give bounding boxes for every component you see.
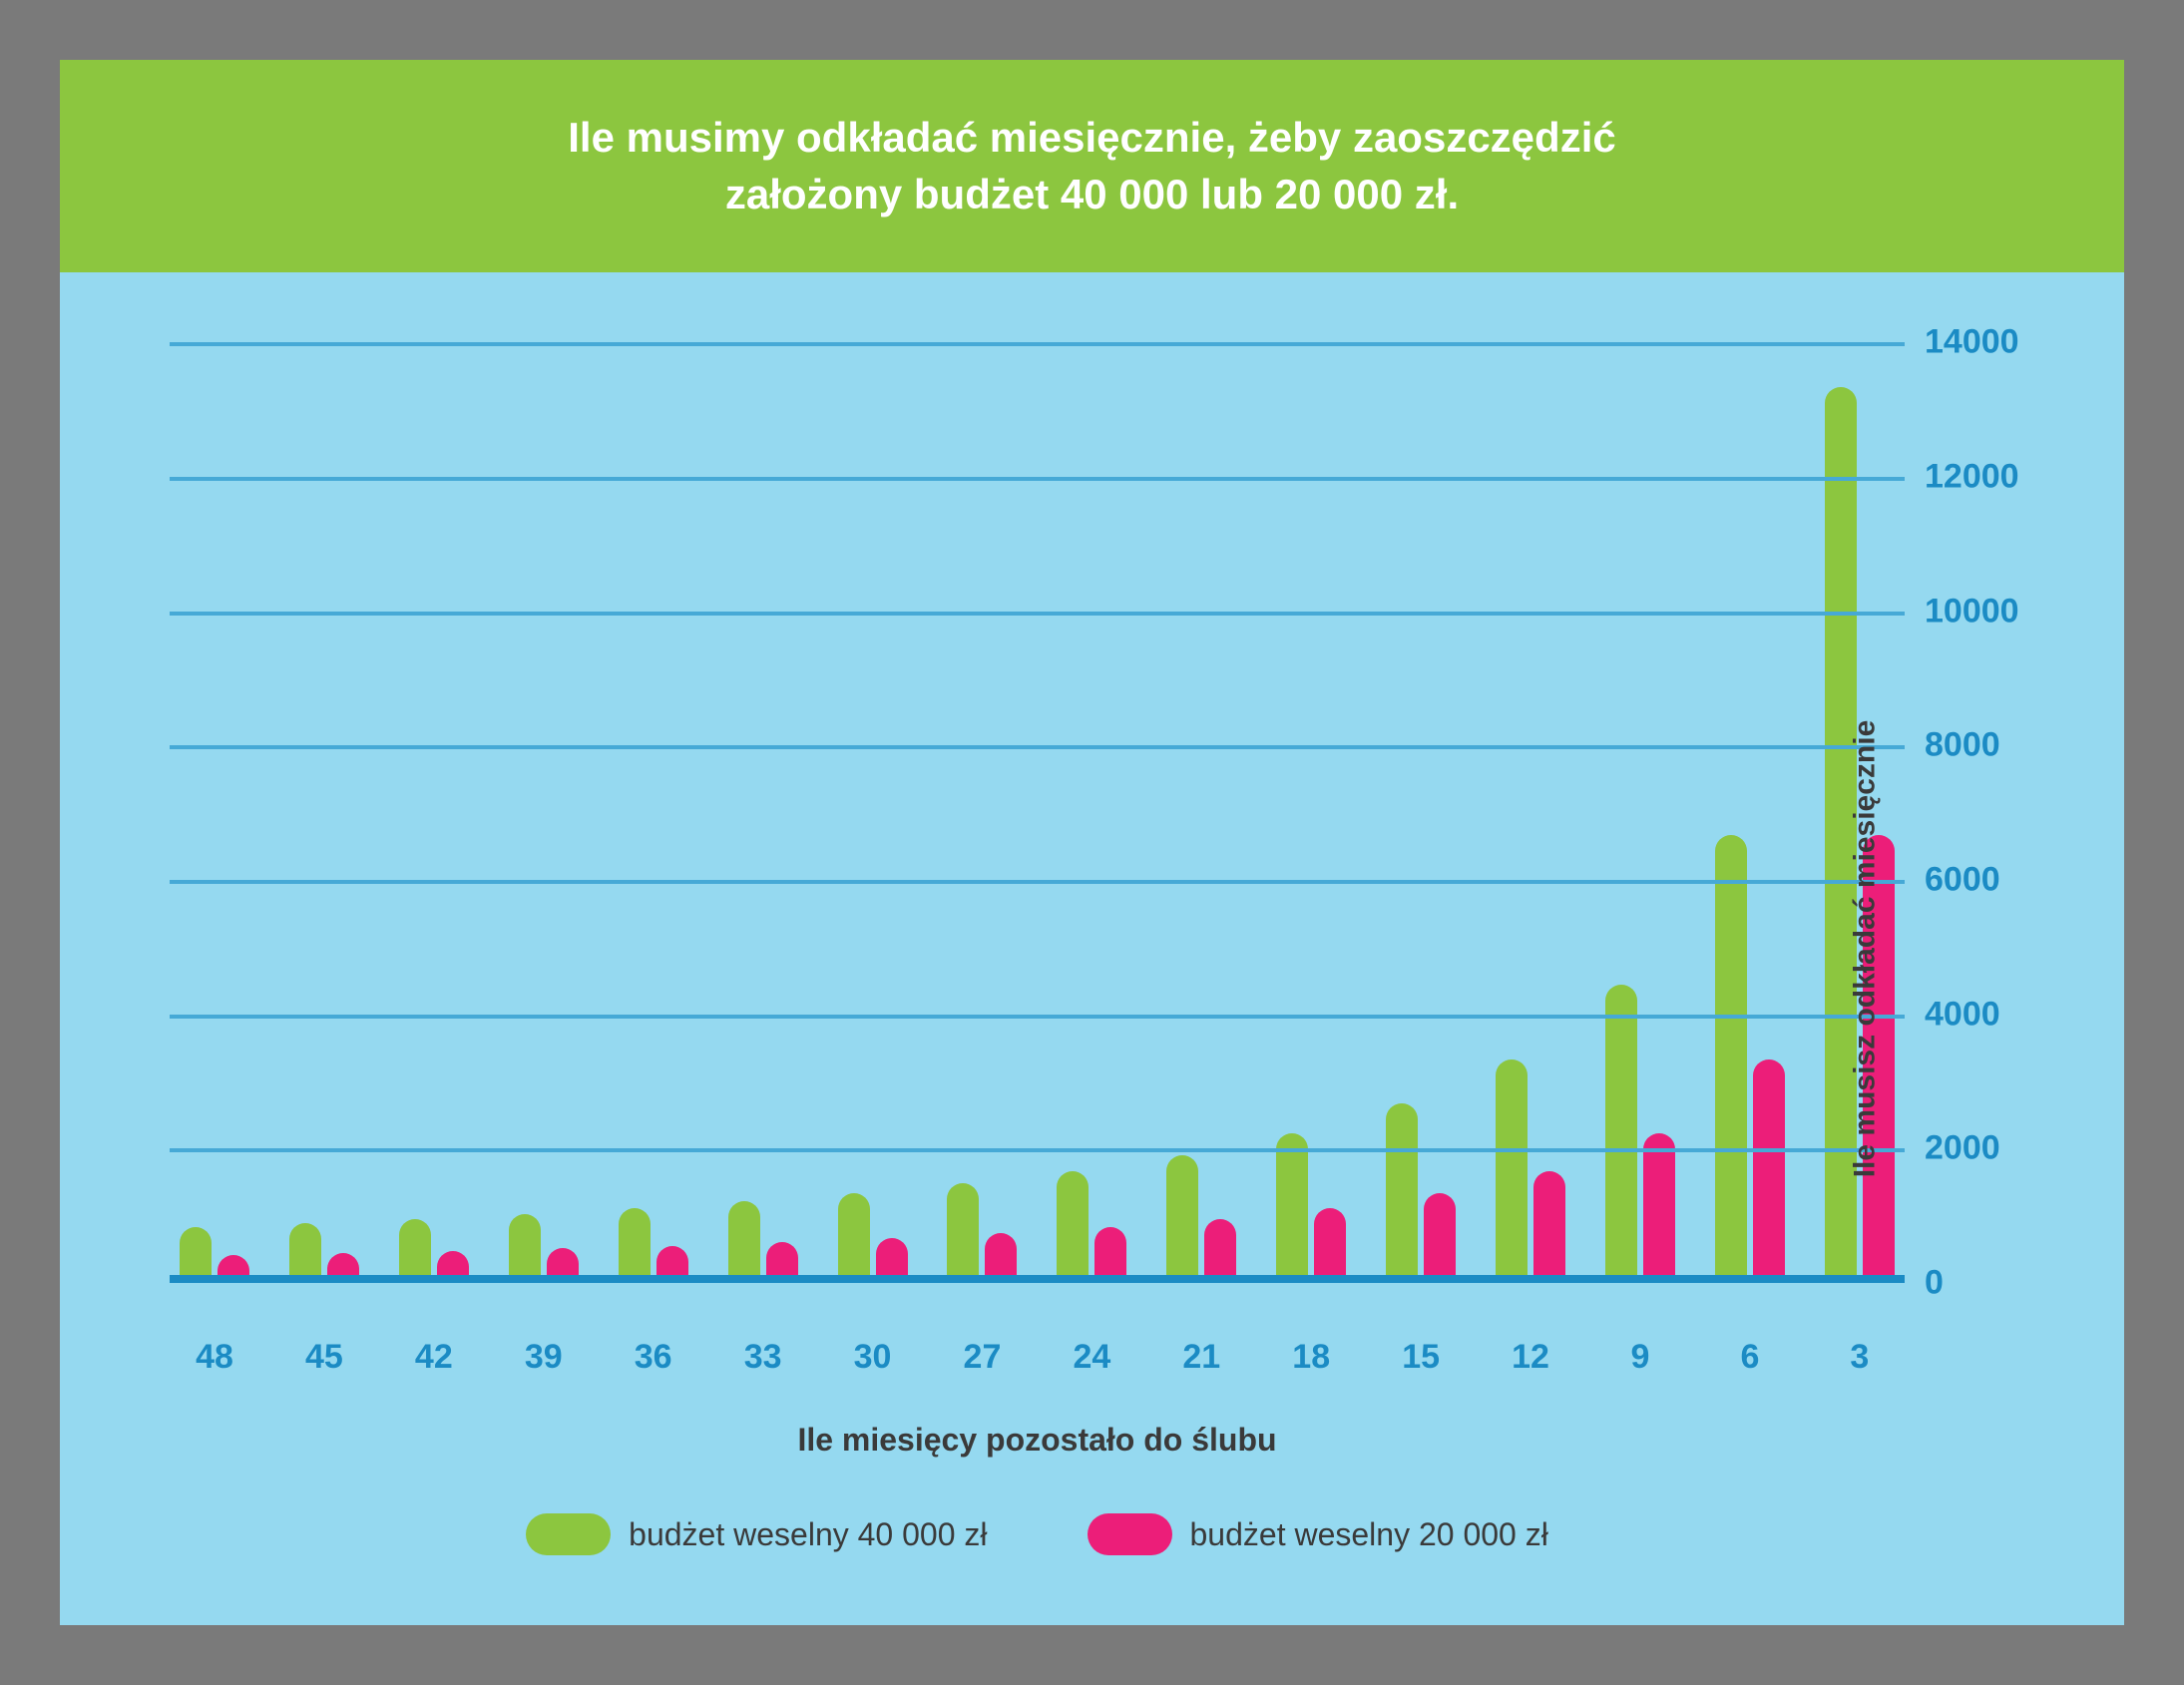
bar xyxy=(619,1208,651,1283)
legend-item: budżet weselny 20 000 zł xyxy=(1088,1513,1548,1555)
chart-title: Ile musimy odkładać miesięcznie, żeby za… xyxy=(60,60,2124,272)
bar xyxy=(509,1214,541,1283)
gridline xyxy=(170,1148,1905,1152)
bars-container xyxy=(170,342,1905,1283)
bar-group xyxy=(1166,342,1236,1283)
x-tick-label: 48 xyxy=(180,1338,249,1377)
outer-frame: Ile musimy odkładać miesięcznie, żeby za… xyxy=(20,20,2164,1665)
chart-panel: Ile musimy odkładać miesięcznie, żeby za… xyxy=(60,60,2124,1625)
title-line-1: Ile musimy odkładać miesięcznie, żeby za… xyxy=(100,110,2084,167)
x-axis-baseline xyxy=(170,1275,1905,1283)
x-tick-label: 42 xyxy=(399,1338,469,1377)
bar xyxy=(1533,1171,1565,1283)
legend-item: budżet weselny 40 000 zł xyxy=(526,1513,987,1555)
x-tick-label: 18 xyxy=(1276,1338,1346,1377)
legend-label: budżet weselny 20 000 zł xyxy=(1190,1516,1548,1553)
bar-group xyxy=(399,342,469,1283)
y-tick-label: 14000 xyxy=(1925,323,2019,362)
bar-group xyxy=(838,342,908,1283)
x-tick-label: 9 xyxy=(1605,1338,1675,1377)
y-tick-label: 10000 xyxy=(1925,592,2019,631)
bar xyxy=(838,1193,870,1283)
legend-swatch xyxy=(1088,1513,1172,1555)
bar xyxy=(1605,985,1637,1283)
bar-group xyxy=(947,342,1017,1283)
y-axis-title: Ile musisz odkładać miesięcznie xyxy=(1849,720,1883,1178)
x-tick-labels: 48 45 42 39 36 33 30 27 24 21 18 15 12 9 6 3 xyxy=(170,1338,1905,1377)
bar-group xyxy=(1057,342,1126,1283)
bar xyxy=(1166,1155,1198,1283)
x-tick-label: 33 xyxy=(728,1338,798,1377)
gridline xyxy=(170,1015,1905,1019)
bar-group xyxy=(1715,342,1785,1283)
x-tick-label: 30 xyxy=(838,1338,908,1377)
bar xyxy=(1424,1193,1456,1283)
bar xyxy=(1204,1219,1236,1283)
gridline xyxy=(170,612,1905,616)
legend: budżet weselny 40 000 zł budżet weselny 2… xyxy=(170,1513,1905,1585)
y-tick-label: 12000 xyxy=(1925,458,2019,497)
plot-area: 02000400060008000100001200014000 xyxy=(170,342,1905,1283)
bar xyxy=(1753,1059,1785,1283)
x-tick-label: 21 xyxy=(1166,1338,1236,1377)
x-tick-label: 3 xyxy=(1825,1338,1895,1377)
bar-group xyxy=(1386,342,1456,1283)
bar-group xyxy=(1605,342,1675,1283)
x-tick-label: 27 xyxy=(947,1338,1017,1377)
y-tick-label: 8000 xyxy=(1925,726,2000,765)
bar-group xyxy=(619,342,688,1283)
bar-group xyxy=(728,342,798,1283)
gridline xyxy=(170,745,1905,749)
gridline xyxy=(170,342,1905,346)
bar xyxy=(1715,835,1747,1283)
bar-group xyxy=(289,342,359,1283)
chart-area: 02000400060008000100001200014000 4845423… xyxy=(60,272,2124,1625)
x-tick-label: 12 xyxy=(1496,1338,1565,1377)
bar xyxy=(728,1201,760,1283)
y-tick-label: 2000 xyxy=(1925,1129,2000,1168)
bar xyxy=(399,1219,431,1283)
y-tick-label: 6000 xyxy=(1925,861,2000,900)
bar-group xyxy=(1496,342,1565,1283)
bar xyxy=(1643,1133,1675,1283)
bar xyxy=(947,1183,979,1283)
bar-group xyxy=(180,342,249,1283)
x-tick-label: 6 xyxy=(1715,1338,1785,1377)
x-tick-label: 45 xyxy=(289,1338,359,1377)
legend-label: budżet weselny 40 000 zł xyxy=(629,1516,987,1553)
bar xyxy=(1276,1133,1308,1283)
bar xyxy=(1057,1171,1089,1283)
bar-group xyxy=(1276,342,1346,1283)
bar-group xyxy=(509,342,579,1283)
x-tick-label: 39 xyxy=(509,1338,579,1377)
gridline xyxy=(170,880,1905,884)
x-axis-title: Ile miesięcy pozostało do ślubu xyxy=(170,1422,1905,1459)
bar xyxy=(1496,1059,1528,1283)
bar xyxy=(1314,1208,1346,1283)
title-line-2: założony budżet 40 000 lub 20 000 zł. xyxy=(100,167,2084,223)
x-tick-label: 36 xyxy=(619,1338,688,1377)
x-tick-label: 24 xyxy=(1057,1338,1126,1377)
y-tick-label: 4000 xyxy=(1925,995,2000,1034)
gridline xyxy=(170,477,1905,481)
bar xyxy=(1386,1103,1418,1283)
x-tick-label: 15 xyxy=(1386,1338,1456,1377)
legend-swatch xyxy=(526,1513,611,1555)
y-tick-label: 0 xyxy=(1925,1264,1944,1303)
